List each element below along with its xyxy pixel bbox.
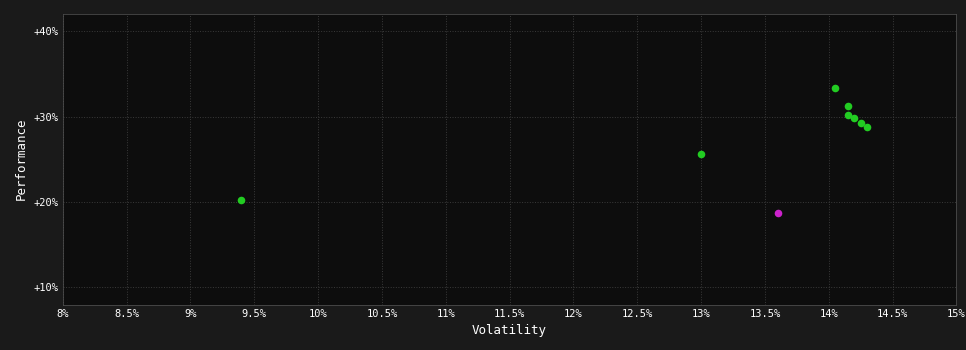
Y-axis label: Performance: Performance bbox=[15, 118, 28, 201]
Point bbox=[840, 104, 856, 109]
Point bbox=[694, 151, 709, 157]
Point bbox=[234, 197, 249, 203]
Point bbox=[827, 85, 842, 91]
Point bbox=[853, 120, 868, 126]
Point bbox=[860, 124, 875, 130]
Point bbox=[846, 116, 862, 121]
Point bbox=[840, 112, 856, 118]
X-axis label: Volatility: Volatility bbox=[472, 324, 547, 337]
Point bbox=[770, 210, 785, 216]
